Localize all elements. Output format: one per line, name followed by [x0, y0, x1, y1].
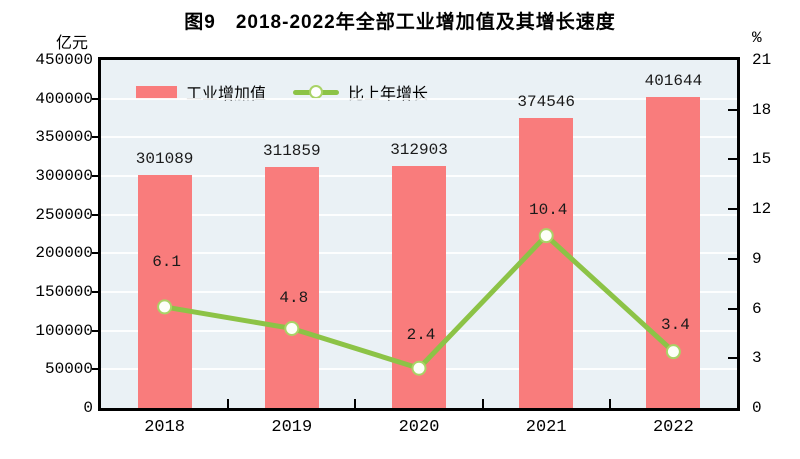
bar-value-label: 311859 — [262, 141, 321, 160]
x-axis-label: 2019 — [271, 418, 313, 437]
right-axis-tick — [728, 257, 737, 260]
right-axis-tick — [728, 108, 737, 111]
left-axis-tick-label: 100000 — [35, 321, 93, 340]
x-axis-tick — [608, 399, 611, 408]
right-axis-tick-label: 9 — [752, 249, 762, 268]
right-axis-tick — [728, 158, 737, 161]
line-value-label: 3.4 — [660, 315, 690, 334]
bar-value-label: 401644 — [644, 72, 703, 91]
legend-bar-label: 工业增加值 — [186, 86, 267, 103]
right-axis-tick-label: 3 — [752, 349, 762, 368]
bar-value-label: 312903 — [390, 141, 448, 160]
bar-2018 — [137, 175, 192, 408]
x-axis-label: 2021 — [525, 418, 567, 437]
x-axis-label: 2022 — [652, 418, 694, 437]
left-axis-tick-label: 0 — [83, 399, 93, 417]
legend-bar-swatch-icon — [136, 85, 177, 99]
left-axis-tick-label: 400000 — [35, 89, 93, 108]
left-axis-tick — [92, 175, 101, 177]
left-axis-tick — [92, 368, 101, 371]
right-axis-tick-label: 15 — [752, 150, 772, 169]
left-axis-tick-label: 50000 — [44, 360, 93, 379]
legend-line-label: 比上年增长 — [348, 86, 429, 103]
line-value-label: 6.1 — [152, 252, 181, 271]
right-axis-tick-label: 6 — [752, 299, 762, 318]
x-axis-tick — [354, 399, 357, 408]
left-axis-unit: 亿元 — [55, 35, 88, 52]
chart-title: 图9 2018-2022年全部工业增加值及其增长速度 — [184, 12, 616, 33]
right-axis-tick — [728, 208, 737, 211]
left-axis-tick — [92, 291, 101, 293]
bar-2020 — [392, 166, 446, 408]
left-axis-tick-label: 150000 — [35, 283, 93, 301]
bar-2019 — [264, 166, 319, 408]
left-axis-tick — [92, 136, 101, 139]
left-axis-tick-label: 450000 — [35, 51, 93, 69]
legend-line-marker-icon — [293, 84, 340, 100]
left-axis-tick — [92, 329, 101, 332]
gridline — [101, 136, 737, 139]
left-axis-tick — [92, 213, 101, 216]
left-axis-tick — [92, 97, 101, 100]
left-axis-tick — [92, 252, 101, 255]
x-axis-label: 2020 — [398, 418, 440, 437]
right-axis-tick — [728, 357, 737, 360]
gridline — [101, 97, 737, 100]
line-value-label: 10.4 — [528, 200, 568, 219]
right-axis-unit: % — [752, 29, 762, 47]
left-axis-tick-label: 200000 — [35, 244, 93, 263]
bar-value-label: 301089 — [135, 150, 194, 169]
bar-value-label: 374546 — [517, 93, 575, 112]
x-axis-label: 2018 — [144, 418, 185, 437]
line-value-label: 2.4 — [406, 326, 436, 345]
right-axis-tick-label: 12 — [752, 200, 772, 219]
right-axis-tick-label: 21 — [752, 51, 772, 69]
x-axis-tick — [227, 399, 230, 408]
bar-2022 — [646, 97, 701, 408]
left-axis-tick-label: 350000 — [35, 128, 93, 147]
bar-2021 — [519, 118, 574, 408]
left-axis-tick-label: 250000 — [35, 205, 93, 224]
x-axis-tick — [481, 399, 484, 408]
right-axis-tick-label: 18 — [752, 100, 772, 119]
left-axis-tick-label: 300000 — [35, 167, 93, 185]
right-axis-tick — [728, 307, 737, 310]
right-axis-tick-label: 0 — [752, 399, 762, 417]
line-value-label: 4.8 — [279, 289, 309, 308]
